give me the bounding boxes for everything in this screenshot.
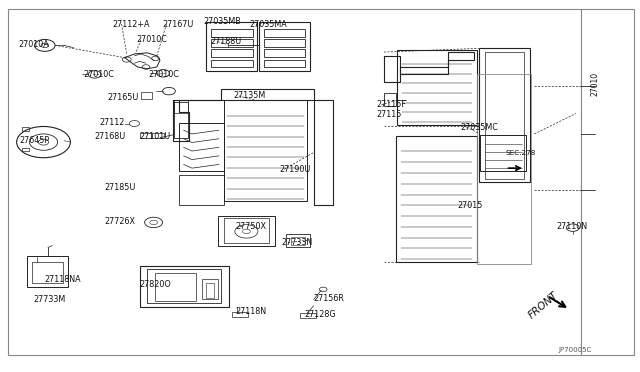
Bar [211,60,253,67]
Text: 27165U: 27165U [107,93,138,102]
Bar [384,93,396,106]
Bar [211,29,253,37]
Text: 27015: 27015 [458,201,483,210]
Text: 27167U: 27167U [162,20,193,29]
Text: JP70005C: JP70005C [558,347,591,353]
Bar [147,269,221,303]
Text: 27118NA: 27118NA [45,275,81,284]
Bar [397,50,477,125]
Bar [152,133,164,138]
Bar [140,133,151,138]
Bar [22,148,29,151]
Text: SEC.278: SEC.278 [506,150,536,155]
Bar [396,136,477,262]
Text: 27750X: 27750X [235,222,266,231]
Text: 27010C: 27010C [83,70,114,79]
Bar [179,123,224,171]
Text: 27112+A: 27112+A [112,20,150,29]
Text: 27156R: 27156R [314,294,344,303]
Text: 27115F: 27115F [376,100,406,109]
Bar [202,279,218,299]
Text: 27726X: 27726X [104,217,135,226]
Text: 27035MB: 27035MB [204,17,241,26]
Bar [211,49,253,57]
Text: 27112: 27112 [99,118,125,126]
Bar [286,234,310,247]
Text: 27128G: 27128G [304,310,335,319]
Text: 27110N: 27110N [557,222,588,231]
Bar [218,216,275,246]
Bar [141,92,152,99]
Text: 27010C: 27010C [136,35,167,44]
Text: 27101U: 27101U [140,132,171,141]
Text: 27820O: 27820O [140,280,172,289]
Bar [232,312,248,317]
Bar [581,9,634,355]
Text: 27185U: 27185U [104,183,136,192]
Text: 27118N: 27118N [236,307,267,316]
Text: 27190U: 27190U [279,165,310,174]
Bar [155,273,196,301]
Bar [22,127,29,131]
Bar [264,39,305,47]
Bar [264,49,305,57]
Text: 27035MA: 27035MA [250,20,287,29]
Bar [479,48,530,182]
Bar [300,313,316,318]
Bar [32,262,63,283]
Bar [179,175,224,205]
Bar [485,52,524,179]
Text: 27010A: 27010A [18,40,49,49]
Bar [259,22,310,71]
Bar [477,74,531,264]
Bar [291,237,305,245]
Text: 27733N: 27733N [282,238,313,247]
Bar [140,266,229,307]
Bar [206,22,257,71]
Text: 27035MC: 27035MC [461,123,499,132]
Bar [480,135,526,171]
Text: 27188U: 27188U [210,37,241,46]
Bar [8,9,581,355]
Bar [211,39,253,47]
Bar [264,60,305,67]
Bar [224,100,307,201]
Bar [27,256,68,287]
Text: 27168U: 27168U [95,132,126,141]
Text: 27135M: 27135M [234,92,266,100]
Text: 27010: 27010 [590,72,599,96]
Text: 27115: 27115 [376,110,402,119]
Text: 27733M: 27733M [33,295,65,304]
Bar [206,283,214,298]
Bar [224,218,269,243]
Bar [174,100,188,113]
Text: FRONT: FRONT [526,291,560,321]
Bar [264,29,305,37]
Text: 27010C: 27010C [148,70,179,79]
Text: 27645P: 27645P [19,136,49,145]
Bar [174,102,188,138]
